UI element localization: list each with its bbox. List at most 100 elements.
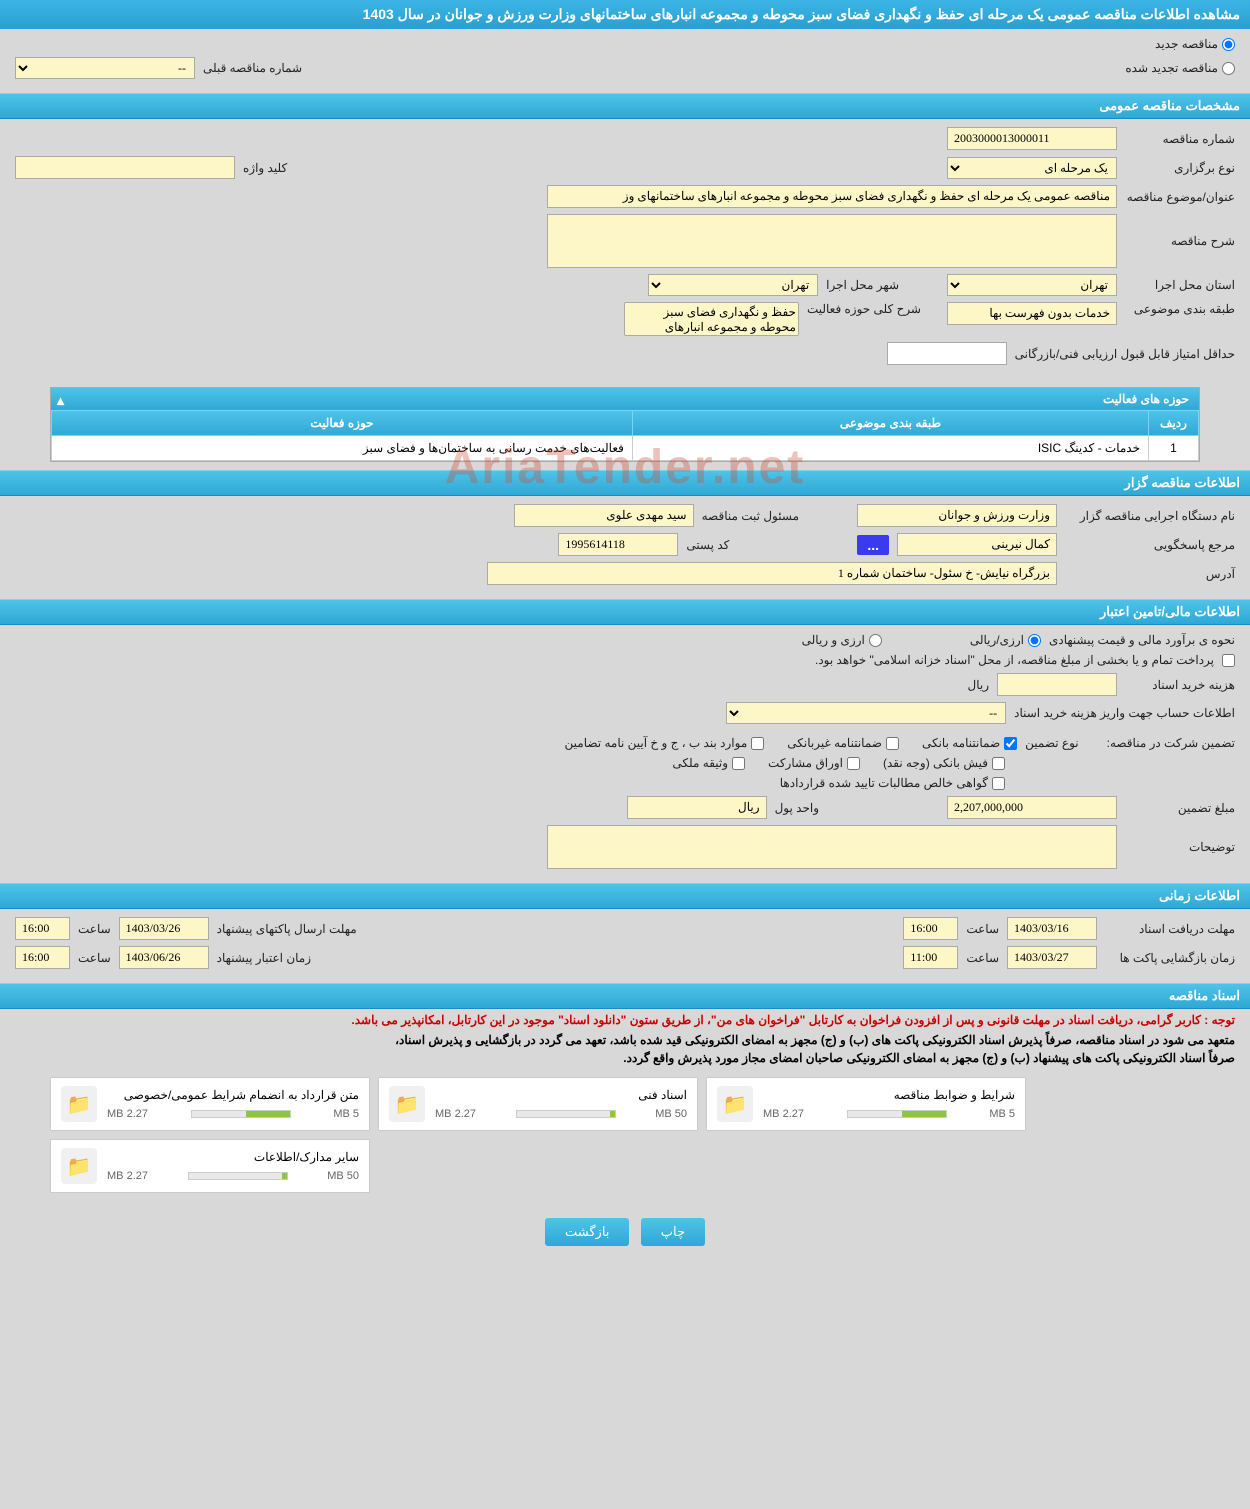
- radio-rial[interactable]: [1028, 634, 1041, 647]
- cell-cat: خدمات - کدینگ ISIC: [632, 436, 1148, 461]
- cb-property[interactable]: [732, 757, 745, 770]
- subject-input[interactable]: [547, 185, 1117, 208]
- collapse-icon[interactable]: ▴: [57, 392, 64, 409]
- cb-property-label: وثیقه ملکی: [672, 756, 728, 770]
- cb-nonbank[interactable]: [886, 737, 899, 750]
- cb-items[interactable]: [751, 737, 764, 750]
- col-row: ردیف: [1149, 411, 1199, 436]
- progress-bar: [188, 1172, 288, 1180]
- province-label: استان محل اجرا: [1125, 278, 1235, 292]
- cb-fish[interactable]: [992, 757, 1005, 770]
- radio-currency[interactable]: [869, 634, 882, 647]
- print-button[interactable]: چاپ: [641, 1218, 705, 1246]
- province-select[interactable]: تهران: [947, 274, 1117, 296]
- footer-actions: چاپ بازگشت: [0, 1203, 1250, 1261]
- attachment-size: 2.27 MB: [763, 1108, 804, 1120]
- description-label: شرح مناقصه: [1125, 214, 1235, 248]
- contact-label: مرجع پاسخگویی: [1065, 538, 1235, 552]
- attachment-title: شرایط و ضوابط مناقصه: [763, 1088, 1015, 1102]
- keyword-label: کلید واژه: [243, 161, 287, 175]
- activity-table: ردیف طبقه بندی موضوعی حوزه فعالیت 1 خدما…: [51, 410, 1199, 461]
- submit-time[interactable]: [15, 917, 70, 940]
- attachment-title: اسناد فنی: [435, 1088, 687, 1102]
- unit-rial: ریال: [967, 678, 989, 692]
- more-button[interactable]: ...: [857, 535, 889, 555]
- amount-input[interactable]: [947, 796, 1117, 819]
- tender-no-label: شماره مناقصه: [1125, 132, 1235, 146]
- open-date[interactable]: [1007, 946, 1097, 969]
- tender-no-input[interactable]: [947, 127, 1117, 150]
- doc-cost-input[interactable]: [997, 673, 1117, 696]
- radio-new[interactable]: [1222, 38, 1235, 51]
- attachment-card[interactable]: متن قرارداد به انضمام شرایط عمومی/خصوصی …: [50, 1077, 370, 1131]
- cb-items-label: موارد بند ب ، ج و خ آیین نامه تضامین: [565, 736, 748, 750]
- cb-certificate-label: گواهی خالص مطالبات تایید شده قراردادها: [780, 776, 988, 790]
- section-organizer: اطلاعات مناقصه گزار: [0, 470, 1250, 496]
- payment-note: پرداخت تمام و یا بخشی از مبلغ مناقصه، از…: [815, 653, 1214, 667]
- open-time[interactable]: [903, 946, 958, 969]
- activity-scope-select[interactable]: حفظ و نگهداری فضای سبز محوطه و مجموعه ان…: [624, 302, 799, 336]
- postcode-input[interactable]: [558, 533, 678, 556]
- type-select[interactable]: یک مرحله ای: [947, 157, 1117, 179]
- attachment-card[interactable]: شرایط و ضوابط مناقصه 5 MB 2.27 MB 📁: [706, 1077, 1026, 1131]
- cb-bank[interactable]: [1004, 737, 1017, 750]
- submit-date[interactable]: [119, 917, 209, 940]
- cb-fish-label: فیش بانکی (وجه نقد): [883, 756, 988, 770]
- registrar-input[interactable]: [514, 504, 694, 527]
- radio-currency-label: ارزی و ریالی: [802, 633, 865, 647]
- city-label: شهر محل اجرا: [826, 278, 899, 292]
- back-button[interactable]: بازگشت: [545, 1218, 629, 1246]
- activity-scope-label: شرح کلی حوزه فعالیت: [807, 302, 921, 316]
- account-select[interactable]: --: [726, 702, 1006, 724]
- submit-label: مهلت ارسال پاکتهای پیشنهاد: [217, 922, 357, 936]
- validity-time[interactable]: [15, 946, 70, 969]
- prev-tender-label: شماره مناقصه قبلی: [203, 61, 302, 75]
- financial-form: نحوه ی برآورد مالی و قیمت پیشنهادی ارزی/…: [0, 625, 1250, 883]
- activity-table-wrapper: حوزه های فعالیت ▴ ردیف طبقه بندی موضوعی …: [50, 387, 1200, 462]
- min-score-input[interactable]: [887, 342, 1007, 365]
- attachment-card[interactable]: سایر مدارک/اطلاعات 50 MB 2.27 MB 📁: [50, 1139, 370, 1193]
- city-select[interactable]: تهران: [648, 274, 818, 296]
- attachment-card[interactable]: اسناد فنی 50 MB 2.27 MB 📁: [378, 1077, 698, 1131]
- type-label: نوع برگزاری: [1125, 161, 1235, 175]
- currency-label: واحد پول: [775, 801, 819, 815]
- notes-textarea[interactable]: [547, 825, 1117, 869]
- folder-icon: 📁: [61, 1148, 97, 1184]
- guarantee-label: تضمین شرکت در مناقصه:: [1107, 736, 1235, 750]
- category-label: طبقه بندی موضوعی: [1125, 302, 1235, 316]
- cb-participation[interactable]: [847, 757, 860, 770]
- estimate-label: نحوه ی برآورد مالی و قیمت پیشنهادی: [1049, 633, 1235, 647]
- attachment-grid: شرایط و ضوابط مناقصه 5 MB 2.27 MB 📁 اسنا…: [0, 1067, 1250, 1203]
- radio-renewed-label: مناقصه تجدید شده: [1125, 61, 1218, 75]
- receive-time[interactable]: [903, 917, 958, 940]
- validity-date[interactable]: [119, 946, 209, 969]
- general-form: شماره مناقصه نوع برگزاری یک مرحله ای کلی…: [0, 119, 1250, 379]
- attachment-max: 5 MB: [333, 1108, 359, 1120]
- cb-certificate[interactable]: [992, 777, 1005, 790]
- section-financial: اطلاعات مالی/تامین اعتبار: [0, 599, 1250, 625]
- notes-label: توضیحات: [1125, 825, 1235, 854]
- radio-renewed[interactable]: [1222, 62, 1235, 75]
- payment-checkbox[interactable]: [1222, 654, 1235, 667]
- contact-input[interactable]: [897, 533, 1057, 556]
- min-score-label: حداقل امتیاز قابل قبول ارزیابی فنی/بازرگ…: [1015, 347, 1235, 361]
- attachment-max: 50 MB: [327, 1170, 359, 1182]
- postcode-label: کد پستی: [686, 538, 729, 552]
- doc-note-3: صرفاً اسناد الکترونیکی پاکت های پیشنهاد …: [0, 1049, 1250, 1067]
- radio-new-label: مناقصه جدید: [1155, 37, 1218, 51]
- address-input[interactable]: [487, 562, 1057, 585]
- prev-tender-select[interactable]: --: [15, 57, 195, 79]
- receive-date[interactable]: [1007, 917, 1097, 940]
- cell-act: فعالیت‌های خدمت رسانی به ساختمان‌ها و فض…: [52, 436, 633, 461]
- attachment-size: 2.27 MB: [107, 1108, 148, 1120]
- org-input[interactable]: [857, 504, 1057, 527]
- currency-input[interactable]: [627, 796, 767, 819]
- folder-icon: 📁: [389, 1086, 425, 1122]
- registrar-label: مسئول ثبت مناقصه: [702, 509, 799, 523]
- keyword-input[interactable]: [15, 156, 235, 179]
- description-textarea[interactable]: [547, 214, 1117, 268]
- tender-type-area: مناقصه جدید مناقصه تجدید شده شماره مناقص…: [0, 29, 1250, 93]
- org-label: نام دستگاه اجرایی مناقصه گزار: [1065, 509, 1235, 523]
- category-input[interactable]: [947, 302, 1117, 325]
- col-activity: حوزه فعالیت: [52, 411, 633, 436]
